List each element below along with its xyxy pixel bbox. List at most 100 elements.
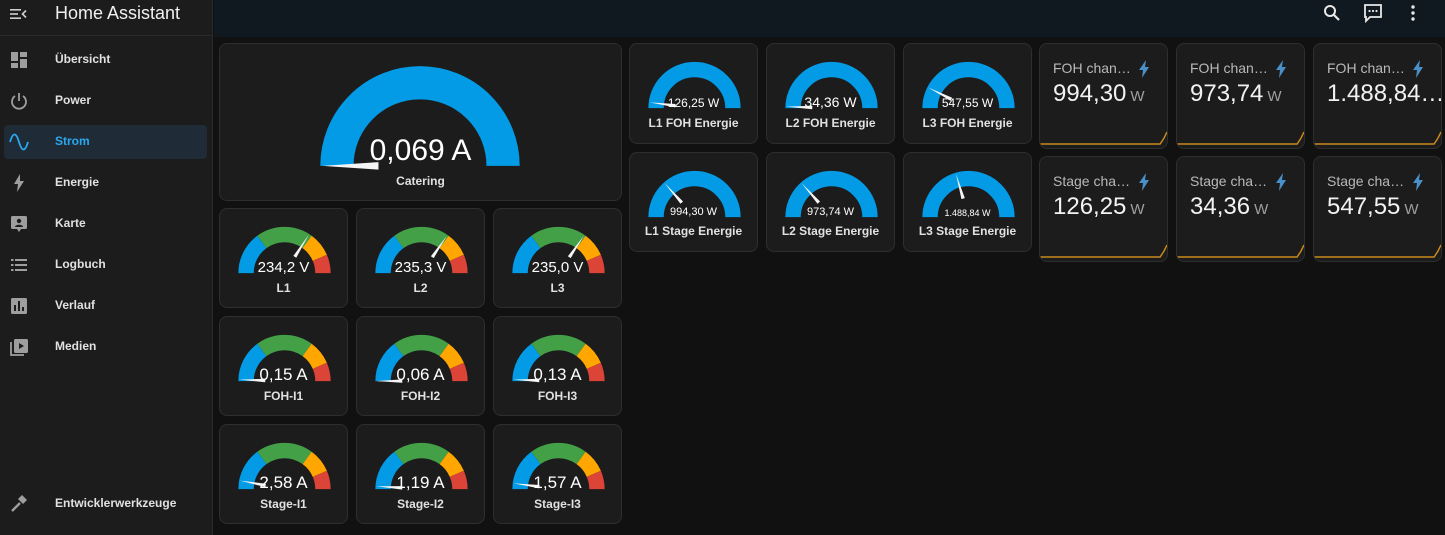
- flash-icon: [1276, 60, 1286, 78]
- gauge-segment-normal: [531, 334, 586, 357]
- gauge-value: 1.488,84 W: [944, 208, 991, 218]
- gauge-needle: [567, 235, 584, 259]
- list-icon: [11, 259, 27, 271]
- gauge-card-foh-i3[interactable]: 0,13 A FOH-I3: [493, 316, 622, 416]
- gauge-segment-normal: [257, 226, 312, 249]
- sidebar-item-label: Strom: [55, 134, 90, 148]
- menu-open-icon[interactable]: [9, 4, 29, 24]
- gauge-segment-warning: [302, 451, 327, 478]
- sidebar-item-label: Medien: [55, 339, 97, 353]
- sine-wave-icon: [9, 133, 29, 151]
- sidebar-item-medien[interactable]: Medien: [4, 330, 207, 364]
- gauge-needle: [293, 234, 309, 258]
- gauge-card-stage-i1[interactable]: 2,58 A Stage-I1: [219, 424, 348, 524]
- flash-icon: [1139, 173, 1149, 191]
- sidebar-item-label: Logbuch: [55, 257, 106, 271]
- gauge-card-l1-foh-energie[interactable]: 126,25 W L1 FOH Energie: [629, 43, 758, 144]
- gauge-name: L2 Stage Energie: [781, 224, 880, 238]
- sidebar-item-strom[interactable]: Strom: [4, 125, 207, 159]
- gauge-card-l3-foh-energie[interactable]: 547,55 W L3 FOH Energie: [903, 43, 1032, 144]
- gauge-needle: [513, 378, 540, 383]
- gauge-card-l2-foh-energie[interactable]: 34,36 W L2 FOH Energie: [766, 43, 895, 144]
- gauge-card-stage-i3[interactable]: 1,57 A Stage-I3: [493, 424, 622, 524]
- gauge-segment-normal: [394, 442, 449, 465]
- gauge-dial: [648, 61, 741, 109]
- sensor-name: FOH chann…: [1190, 60, 1274, 76]
- more-vert-icon[interactable]: [1403, 3, 1423, 23]
- gauge-arc: [785, 170, 878, 218]
- gauge-card-l3[interactable]: 235,0 V L3: [493, 208, 622, 308]
- gauge-dial: [320, 66, 520, 170]
- gauge-card-l2-stage-energie[interactable]: 973,74 W L2 Stage Energie: [766, 152, 895, 252]
- sensor-name: Stage chan…: [1190, 173, 1274, 189]
- gauge-card-foh-i1[interactable]: 0,15 A FOH-I1: [219, 316, 348, 416]
- sidebar-item-uebersicht[interactable]: Übersicht: [4, 43, 207, 77]
- gauge-needle: [376, 379, 403, 383]
- sensor-value: 973,74 W: [1190, 80, 1282, 107]
- gauge-name: L1: [276, 281, 291, 295]
- gauge-dial: [785, 170, 878, 218]
- gauge-card-catering[interactable]: 0,069 A Catering: [219, 43, 622, 201]
- gauge-segment-critical: [449, 470, 468, 490]
- flash-icon: [1413, 60, 1423, 78]
- gauge-dial: [375, 334, 468, 383]
- sensor-value: 994,30 W: [1053, 80, 1145, 107]
- gauge-segment-normal: [531, 442, 586, 465]
- gauge-dial: [375, 226, 468, 274]
- sensor-card-foh-channel-1[interactable]: FOH chann… 994,30 W: [1039, 43, 1168, 149]
- gauge-dial: [648, 170, 741, 218]
- gauge-dial: [512, 442, 605, 490]
- gauge-needle: [786, 105, 813, 110]
- gauge-name: L2 FOH Energie: [785, 116, 876, 130]
- sparkline: [1177, 244, 1304, 258]
- gauge-name: Catering: [396, 174, 445, 188]
- search-icon[interactable]: [1322, 3, 1342, 23]
- gauge-segment-critical: [312, 254, 331, 274]
- gauge-segment-warning: [302, 343, 327, 370]
- gauge-value: 0,13 A: [533, 365, 582, 384]
- gauge-card-foh-i2[interactable]: 0,06 A FOH-I2: [356, 316, 485, 416]
- dashboard-icon: [11, 52, 27, 68]
- sidebar-item-energie[interactable]: Energie: [4, 166, 207, 200]
- assist-chat-icon[interactable]: [1363, 3, 1383, 23]
- sensor-card-foh-channel-3[interactable]: FOH chann… 1.488,84…: [1313, 43, 1442, 149]
- gauge-name: L2: [413, 281, 428, 295]
- sparkline: [1040, 244, 1167, 258]
- gauge-segment-critical: [312, 470, 331, 490]
- sensor-card-stage-channel-3[interactable]: Stage chan… 547,55 W: [1313, 156, 1442, 262]
- gauge-value: 234,2 V: [257, 259, 310, 276]
- sidebar-item-entwicklerwerkzeuge[interactable]: Entwicklerwerkzeuge: [4, 487, 207, 521]
- gauge-needle: [239, 378, 266, 383]
- sidebar-item-logbuch[interactable]: Logbuch: [4, 248, 207, 282]
- sensor-card-stage-channel-1[interactable]: Stage chan… 126,25 W: [1039, 156, 1168, 262]
- gauge-needle: [649, 102, 676, 108]
- gauge-card-l2[interactable]: 235,3 V L2: [356, 208, 485, 308]
- sensor-card-stage-channel-2[interactable]: Stage chan… 34,36 W: [1176, 156, 1305, 262]
- gauge-value: 1,57 A: [533, 473, 582, 492]
- gauge-segment-warning: [576, 451, 601, 478]
- gauge-card-l1[interactable]: 234,2 V L1: [219, 208, 348, 308]
- gauge-name: Stage-I1: [260, 497, 307, 511]
- gauge-card-stage-i2[interactable]: 1,19 A Stage-I2: [356, 424, 485, 524]
- gauge-segment-warning: [439, 235, 464, 262]
- gauge-card-l1-stage-energie[interactable]: 994,30 W L1 Stage Energie: [629, 152, 758, 252]
- gauge-segment-low: [512, 343, 541, 382]
- sidebar-item-label: Verlauf: [55, 298, 96, 312]
- sidebar-item-verlauf[interactable]: Verlauf: [4, 289, 207, 323]
- sidebar-item-karte[interactable]: Karte: [4, 207, 207, 241]
- gauge-value: 126,25 W: [667, 96, 720, 110]
- flash-icon: [1276, 173, 1286, 191]
- gauge-needle: [513, 483, 540, 489]
- gauge-card-l3-stage-energie[interactable]: 1.488,84 W L3 Stage Energie: [903, 152, 1032, 252]
- gauge-value: 547,55 W: [941, 96, 994, 110]
- sensor-card-foh-channel-2[interactable]: FOH chann… 973,74 W: [1176, 43, 1305, 149]
- gauge-name: L3: [550, 281, 565, 295]
- gauge-arc: [922, 61, 1015, 109]
- gauge-needle: [322, 162, 379, 170]
- sidebar-item-power[interactable]: Power: [4, 84, 207, 118]
- gauge-segment-normal: [394, 226, 449, 249]
- gauge-segment-critical: [449, 362, 468, 382]
- media-play-icon: [10, 339, 28, 356]
- gauge-segment-warning: [439, 343, 464, 370]
- sidebar: Home Assistant Übersicht Power Strom Ene…: [0, 0, 213, 535]
